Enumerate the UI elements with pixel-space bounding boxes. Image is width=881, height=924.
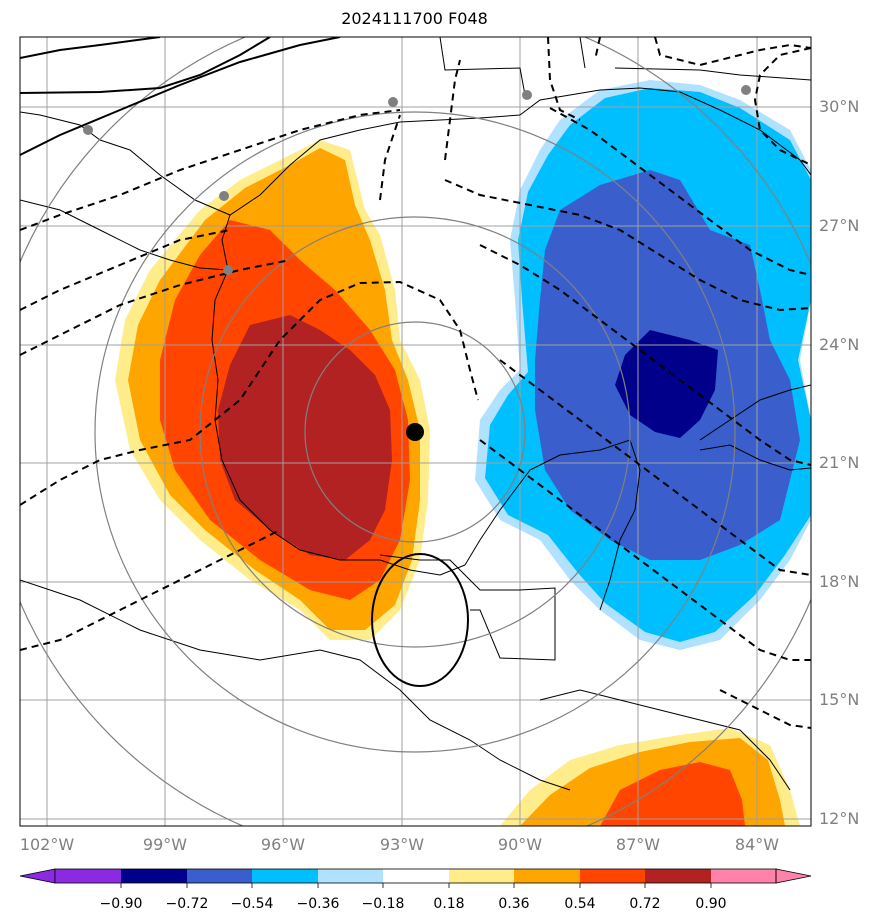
dashed-contour-2	[20, 229, 231, 311]
dashed-contour-3	[20, 259, 291, 356]
cuba-coast	[699, 384, 811, 441]
dashed-contour-11	[753, 47, 811, 166]
positive-anomaly-south	[500, 728, 800, 826]
station-dot	[83, 125, 93, 135]
colorbar-segment	[252, 869, 318, 883]
storm-center-marker	[406, 423, 424, 441]
station-dot	[219, 191, 229, 201]
colorbar-outline	[54, 868, 777, 884]
station-dot	[388, 97, 398, 107]
station-dot	[741, 85, 751, 95]
colorbar-segment	[121, 869, 187, 883]
dashed-contour-12	[444, 179, 811, 312]
longitude-labels: 102°W 99°W 96°W 93°W 90°W 87°W 84°W	[20, 835, 779, 854]
dashed-contour-17	[719, 689, 811, 729]
dashed-contour-15	[549, 107, 811, 276]
lat-label: 15°N	[819, 690, 859, 709]
colorbar-segment	[645, 869, 711, 883]
dashed-contours	[20, 37, 811, 729]
colorbar-segment	[318, 869, 383, 883]
cuba-south	[699, 444, 811, 471]
colorbar-tick-label: −0.36	[297, 896, 340, 912]
colorbar-segment	[514, 869, 580, 883]
dashed-contour-16	[479, 439, 811, 661]
lon-label: 93°W	[380, 835, 424, 854]
colorbar-segment	[711, 869, 776, 883]
texas-mexico-coast	[211, 214, 466, 576]
lat-label: 18°N	[819, 572, 859, 591]
colorbar-segment	[383, 869, 449, 883]
colorbar-arrow-right	[775, 868, 812, 884]
dashed-contour-14	[499, 359, 811, 576]
lon-label: 99°W	[143, 835, 187, 854]
lon-label: 87°W	[616, 835, 660, 854]
map-frame	[19, 36, 812, 827]
dashed-contour-7	[444, 59, 461, 161]
station-dot	[522, 90, 532, 100]
dashed-contour-5	[20, 529, 281, 651]
central-america-pacific	[539, 689, 791, 791]
coastlines	[20, 37, 811, 791]
latitude-labels: 30°N 27°N 24°N 21°N 18°N 15°N 12°N	[819, 97, 859, 828]
colorbar-segment	[55, 869, 121, 883]
colorbar-tick-label: 0.36	[498, 896, 529, 912]
positive-south-contour-3	[600, 762, 745, 826]
colorbar-tick-label: 0.72	[629, 896, 660, 912]
colorbar-tick-label: 0.18	[433, 896, 464, 912]
lon-label: 96°W	[261, 835, 305, 854]
colorbar-tick-label: −0.72	[166, 896, 209, 912]
colorbar-segment	[187, 869, 252, 883]
dashed-contour-4	[20, 280, 479, 506]
dashed-contour-9	[594, 37, 601, 61]
map-title: 2024111700 F048	[341, 9, 488, 28]
colorbar-tick-label: 0.90	[695, 896, 726, 912]
station-dots	[83, 85, 751, 275]
closed-low-contour	[371, 553, 469, 687]
solid-contour-2	[20, 37, 341, 156]
lon-label: 102°W	[20, 835, 75, 854]
dashed-contour-1	[20, 109, 401, 231]
solid-contour-1	[20, 37, 271, 94]
colorbar: −0.90 −0.72 −0.54 −0.36 −0.18 0.18 0.36 …	[19, 868, 812, 912]
colorbar-arrow-left	[19, 868, 56, 884]
lat-label: 21°N	[819, 453, 859, 472]
dashed-contour-8	[547, 37, 581, 121]
dashed-contour-13	[479, 244, 811, 466]
lat-label: 24°N	[819, 335, 859, 354]
us-state-borders	[439, 37, 811, 96]
lat-label: 27°N	[819, 216, 859, 235]
rio-grande-border	[20, 199, 229, 271]
yucatan-coast	[464, 439, 641, 611]
lon-label: 90°W	[498, 835, 542, 854]
colorbar-tick-label: 0.54	[564, 896, 595, 912]
colorbar-tick-label: −0.18	[362, 896, 405, 912]
lon-label: 84°W	[735, 835, 779, 854]
colorbar-tick-label: −0.90	[100, 896, 143, 912]
colorbar-segment	[580, 869, 645, 883]
solid-contour-3	[20, 37, 161, 59]
lat-label: 30°N	[819, 97, 859, 116]
colorbar-segment	[449, 869, 514, 883]
central-america-coast	[20, 579, 571, 791]
dashed-contour-10	[654, 37, 811, 67]
lat-label: 12°N	[819, 809, 859, 828]
gridlines	[20, 37, 811, 826]
colorbar-ticks	[120, 883, 712, 888]
colorbar-tick-label: −0.54	[231, 896, 274, 912]
station-dot	[223, 265, 233, 275]
negative-contour-4	[615, 330, 718, 438]
solid-contours	[20, 37, 469, 687]
